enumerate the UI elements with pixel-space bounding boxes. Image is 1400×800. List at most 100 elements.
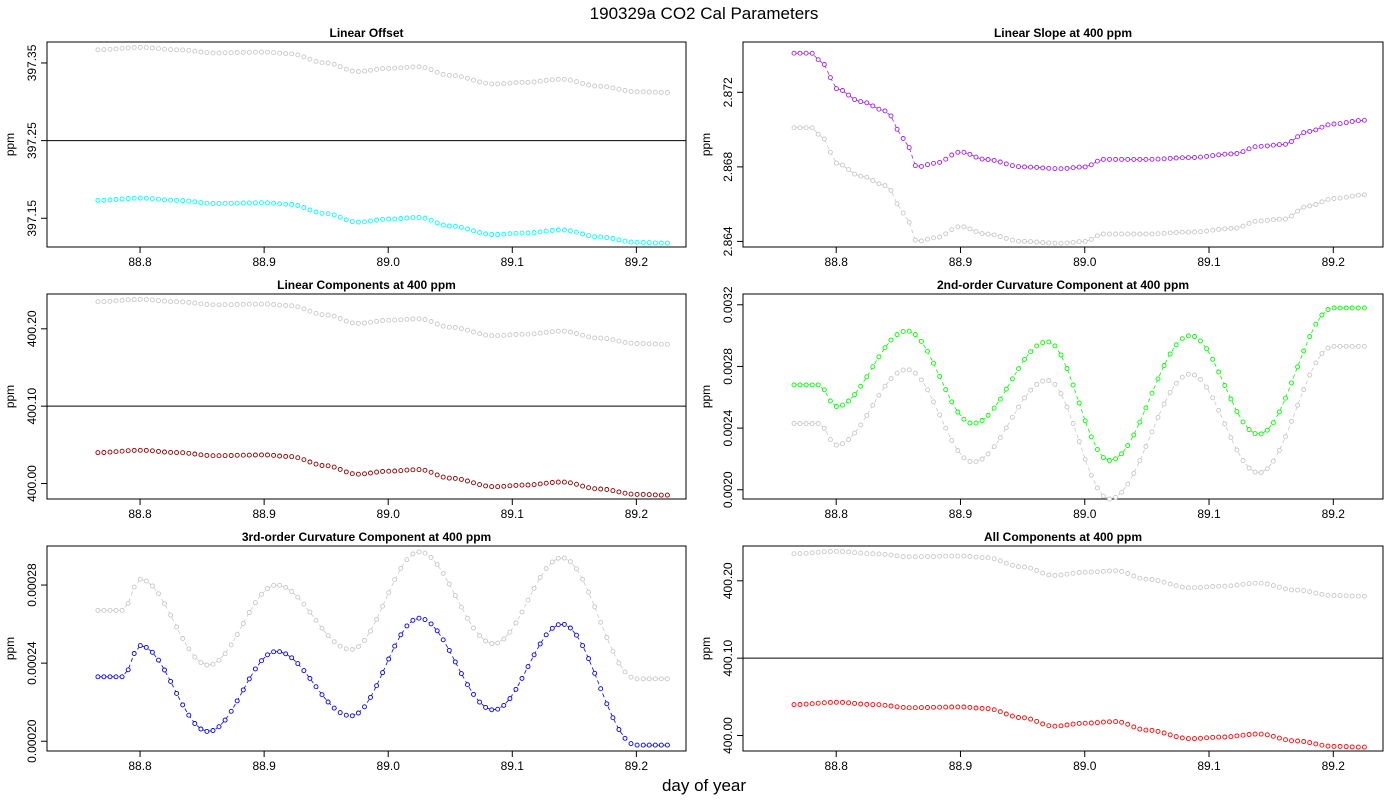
data-point — [664, 676, 670, 682]
data-point — [586, 656, 592, 662]
data-point — [616, 727, 622, 732]
data-point — [125, 667, 131, 673]
data-point — [1131, 231, 1137, 237]
data-point — [852, 392, 858, 398]
data-point — [809, 382, 815, 388]
data-point — [362, 320, 367, 326]
data-point — [580, 643, 586, 649]
data-point — [343, 646, 349, 652]
data-point — [1076, 400, 1082, 406]
data-point — [1361, 593, 1367, 599]
data-point — [1246, 146, 1252, 152]
data-point — [1222, 734, 1228, 740]
data-point — [446, 475, 452, 481]
data-point — [1252, 731, 1258, 737]
y-tick-label: 2.868 — [721, 152, 735, 182]
data-point — [882, 108, 888, 114]
data-point — [119, 45, 125, 51]
data-point — [949, 399, 955, 405]
data-point — [101, 674, 107, 680]
data-point — [392, 65, 398, 71]
data-point — [507, 231, 513, 237]
data-point — [180, 636, 186, 641]
data-point — [252, 200, 258, 206]
data-point — [265, 452, 270, 458]
data-point — [1246, 427, 1252, 432]
data-point — [900, 136, 906, 141]
data-point — [833, 160, 839, 166]
data-point — [1179, 735, 1185, 741]
data-point — [174, 690, 180, 696]
data-point — [931, 399, 936, 405]
data-point — [906, 328, 912, 334]
data-point — [604, 635, 610, 640]
data-point — [246, 49, 252, 55]
data-point — [1125, 571, 1131, 576]
data-point — [1295, 208, 1301, 214]
data-point — [1107, 496, 1112, 502]
data-point — [882, 383, 888, 389]
data-point — [422, 617, 428, 623]
data-point — [955, 224, 961, 230]
data-point — [137, 643, 143, 649]
data-point — [997, 435, 1003, 441]
data-point — [295, 455, 301, 461]
data-point — [549, 329, 555, 335]
data-point — [368, 470, 373, 476]
series-1 — [95, 615, 670, 748]
data-point — [386, 65, 392, 71]
data-point — [864, 100, 870, 106]
data-point — [1204, 735, 1210, 741]
data-point — [1040, 240, 1046, 245]
data-point — [174, 47, 180, 53]
data-point — [1143, 405, 1149, 411]
data-point — [894, 126, 900, 132]
data-point — [101, 197, 107, 203]
data-point — [1131, 470, 1137, 476]
data-point — [949, 704, 955, 710]
data-point — [483, 704, 489, 710]
data-point — [458, 476, 464, 482]
data-point — [143, 578, 149, 584]
data-point — [543, 480, 549, 486]
data-point — [495, 640, 501, 646]
data-point — [1052, 572, 1058, 578]
data-point — [131, 447, 137, 453]
data-point — [925, 705, 930, 710]
data-point — [228, 453, 234, 458]
data-point — [234, 452, 240, 458]
panel-1: Linear Offset ppm 88.8 88.9 89.0 89.1 89.2 397.… — [3, 26, 687, 269]
data-point — [380, 66, 386, 72]
data-point — [1003, 235, 1009, 241]
data-point — [967, 151, 973, 157]
data-point — [1319, 199, 1325, 205]
data-point — [1307, 203, 1313, 209]
data-point — [1064, 165, 1070, 171]
data-point — [507, 483, 513, 489]
data-point — [331, 212, 337, 218]
data-point — [997, 709, 1003, 715]
data-point — [864, 701, 870, 707]
data-point — [864, 551, 870, 557]
data-point — [1204, 584, 1210, 590]
data-point — [216, 302, 222, 308]
data-point — [483, 80, 489, 86]
data-point — [374, 318, 380, 324]
data-point — [1100, 156, 1106, 162]
data-point — [598, 234, 604, 240]
data-point — [1319, 591, 1325, 597]
data-point — [137, 195, 143, 201]
data-point — [1228, 225, 1234, 231]
data-point — [1082, 238, 1088, 244]
data-point — [1022, 564, 1027, 570]
data-point — [343, 66, 349, 72]
data-point — [1155, 578, 1161, 584]
data-point — [531, 652, 537, 658]
data-point — [1349, 193, 1355, 199]
data-point — [186, 47, 192, 53]
data-point — [906, 705, 912, 711]
data-point — [507, 629, 513, 635]
data-point — [1301, 387, 1307, 392]
data-point — [355, 69, 361, 74]
data-point — [265, 586, 270, 591]
